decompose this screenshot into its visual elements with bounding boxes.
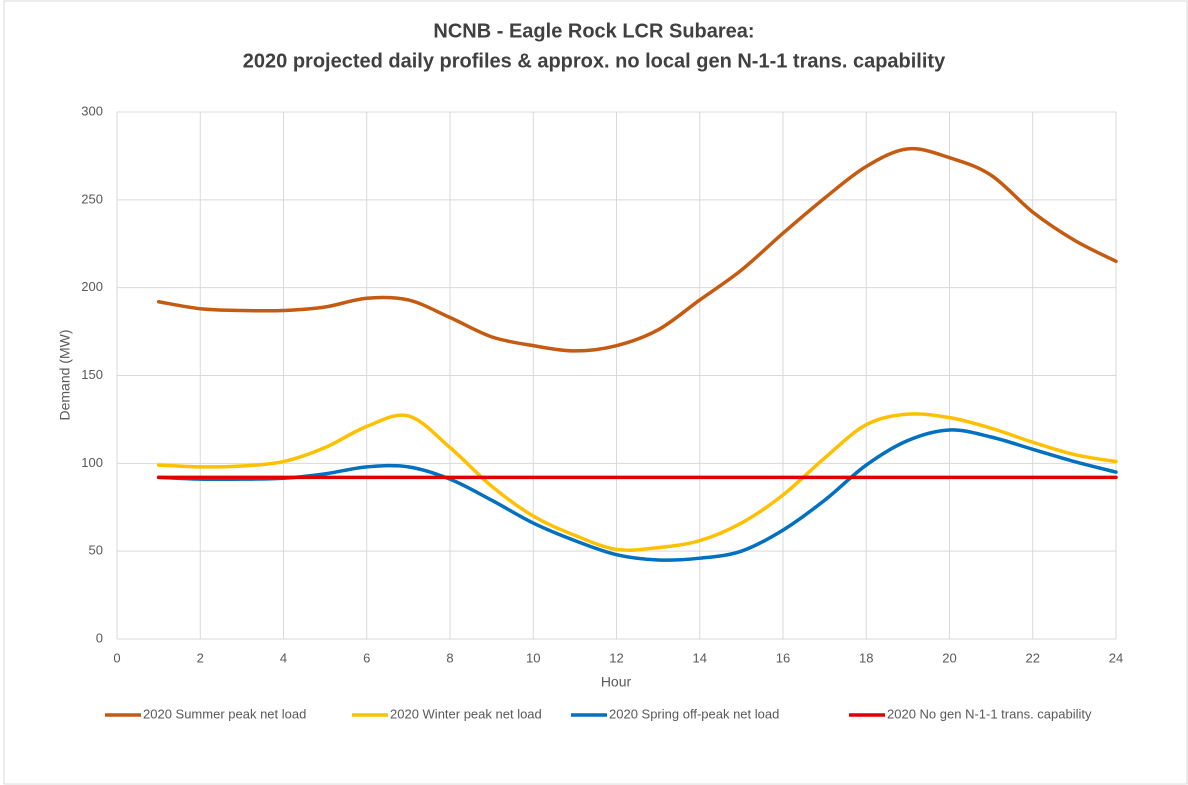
series-line [156,146,1118,353]
x-tick-label: 22 [1026,650,1040,665]
series-line [156,412,1118,552]
chart-title: 2020 projected daily profiles & approx. … [243,50,946,72]
y-tick-label: 0 [96,630,103,645]
y-tick-label: 50 [89,543,103,558]
x-tick-label: 16 [776,650,790,665]
x-axis-label: Hour [601,674,632,690]
y-axis-label: Demand (MW) [57,329,73,420]
x-tick-label: 8 [446,650,453,665]
x-tick-label: 10 [526,650,540,665]
x-tick-label: 12 [609,650,623,665]
legend-label: 2020 Winter peak net load [390,706,542,721]
x-tick-label: 14 [693,650,707,665]
x-tick-label: 24 [1109,650,1123,665]
y-tick-label: 150 [81,367,103,382]
y-tick-label: 300 [81,103,103,118]
x-tick-label: 6 [363,650,370,665]
y-tick-label: 100 [81,455,103,470]
y-tick-label: 250 [81,191,103,206]
x-tick-label: 20 [942,650,956,665]
x-tick-label: 2 [197,650,204,665]
chart-frame [3,0,1188,785]
chart-title: NCNB - Eagle Rock LCR Subarea: [433,20,754,42]
series-line [156,428,1118,562]
x-tick-label: 4 [280,650,287,665]
legend-label: 2020 Spring off-peak net load [609,706,779,721]
x-tick-label: 0 [113,650,120,665]
x-tick-label: 18 [859,650,873,665]
y-tick-label: 200 [81,279,103,294]
legend-label: 2020 Summer peak net load [143,706,306,721]
legend-label: 2020 No gen N-1-1 trans. capability [887,706,1092,721]
